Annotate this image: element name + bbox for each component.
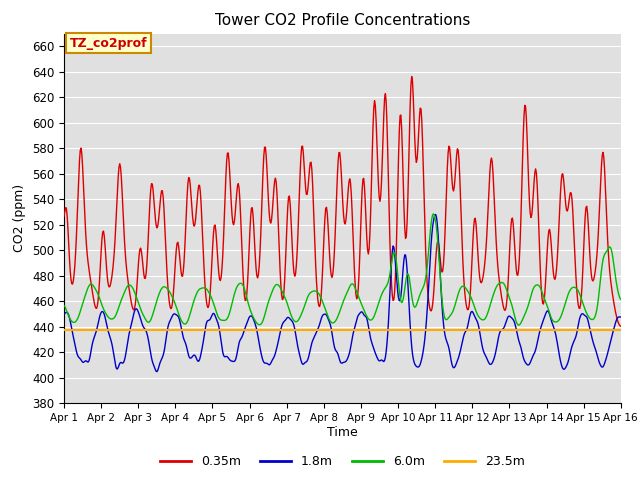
Legend: 0.35m, 1.8m, 6.0m, 23.5m: 0.35m, 1.8m, 6.0m, 23.5m (155, 450, 530, 473)
X-axis label: Time: Time (327, 426, 358, 439)
Text: TZ_co2prof: TZ_co2prof (70, 36, 147, 49)
Title: Tower CO2 Profile Concentrations: Tower CO2 Profile Concentrations (214, 13, 470, 28)
Y-axis label: CO2 (ppm): CO2 (ppm) (13, 184, 26, 252)
